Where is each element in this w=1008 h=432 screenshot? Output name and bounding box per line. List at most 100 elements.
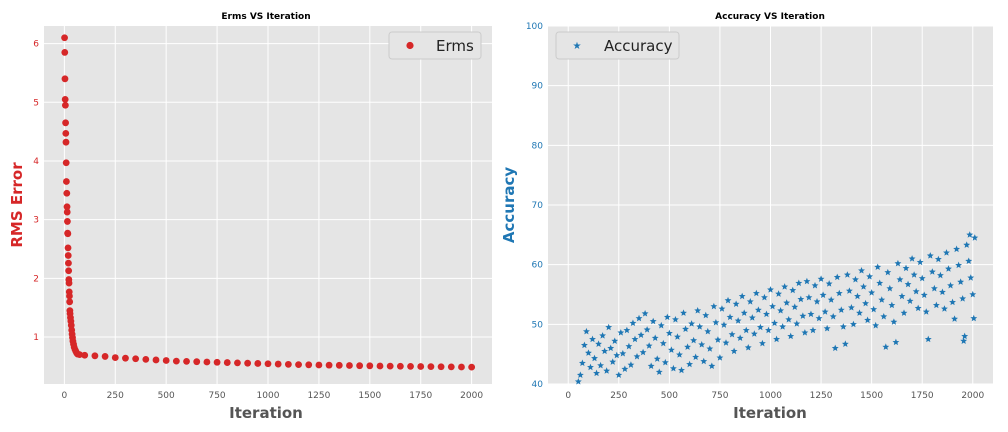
erms-data-point: [468, 363, 476, 371]
accuracy-data-point: [591, 354, 598, 362]
accuracy-y-tick-label: 90: [532, 82, 544, 92]
erms-data-point: [62, 138, 70, 146]
accuracy-data-point: [839, 323, 847, 330]
accuracy-data-point: [615, 371, 623, 378]
accuracy-data-point: [692, 353, 700, 361]
accuracy-data-point: [710, 302, 718, 310]
erms-data-point: [162, 357, 170, 364]
accuracy-data-point: [815, 314, 823, 322]
erms-x-tick-label: 1750: [409, 391, 432, 401]
accuracy-data-point: [847, 304, 855, 311]
accuracy-data-point: [578, 359, 586, 367]
accuracy-data-point: [641, 309, 649, 317]
accuracy-data-point: [613, 351, 621, 359]
accuracy-data-point: [678, 366, 685, 374]
erms-data-point: [335, 361, 343, 369]
accuracy-data-point: [655, 368, 663, 375]
accuracy-data-point: [932, 301, 940, 309]
accuracy-data-point: [793, 320, 801, 327]
accuracy-data-point: [758, 339, 766, 347]
erms-y-tick-label: 2: [33, 274, 39, 284]
accuracy-data-point: [694, 307, 702, 314]
erms-data-point: [111, 354, 119, 361]
erms-data-point: [223, 359, 231, 366]
accuracy-data-point: [858, 267, 865, 274]
erms-data-point: [101, 353, 109, 360]
erms-data-point: [244, 359, 252, 367]
erms-data-point: [63, 189, 71, 197]
erms-data-point: [61, 95, 69, 103]
accuracy-data-point: [696, 323, 704, 330]
accuracy-data-point: [943, 249, 950, 256]
accuracy-y-tick-label: 80: [532, 141, 544, 151]
accuracy-data-point: [765, 326, 772, 334]
accuracy-data-point: [821, 308, 829, 315]
accuracy-legend-marker: ★: [573, 41, 582, 52]
accuracy-y-axis-label: Accuracy: [500, 167, 518, 243]
erms-data-point: [193, 358, 201, 366]
accuracy-data-point: [708, 362, 716, 370]
accuracy-x-tick-label: 750: [711, 391, 728, 401]
erms-x-tick-label: 1500: [358, 391, 381, 401]
accuracy-data-point: [649, 317, 657, 325]
erms-data-point: [427, 363, 435, 371]
erms-data-point: [64, 244, 72, 252]
accuracy-data-point: [866, 273, 874, 280]
accuracy-data-point: [795, 279, 803, 287]
accuracy-data-point: [754, 306, 762, 313]
accuracy-x-tick-label: 2000: [961, 391, 984, 401]
erms-data-point: [458, 363, 465, 371]
erms-legend: Erms: [388, 31, 482, 60]
accuracy-data-point: [813, 298, 821, 305]
erms-data-point: [122, 354, 129, 362]
erms-x-tick-label: 1000: [257, 391, 280, 401]
erms-legend-box: [388, 31, 482, 60]
erms-data-point: [142, 355, 150, 363]
accuracy-data-point: [619, 349, 627, 357]
accuracy-data-point: [965, 257, 973, 264]
erms-data-point: [386, 362, 394, 370]
erms-data-point: [284, 360, 292, 368]
accuracy-data-point: [876, 279, 884, 287]
erms-data-point: [447, 363, 455, 371]
accuracy-data-point: [785, 315, 793, 323]
accuracy-data-point: [657, 321, 665, 329]
accuracy-data-point: [744, 344, 752, 351]
accuracy-data-point: [872, 321, 880, 329]
accuracy-data-point: [939, 288, 946, 296]
accuracy-data-point: [732, 300, 740, 307]
accuracy-data-point: [625, 342, 633, 350]
accuracy-legend-label: Accuracy: [604, 37, 673, 55]
accuracy-data-point: [817, 275, 825, 282]
erms-chart: 0 250 500 750 1000 1250 1500 1750 2000 1 2 3 4 5 6 Erm…: [8, 12, 492, 422]
erms-data-point: [315, 361, 323, 369]
accuracy-data-point: [746, 298, 754, 305]
accuracy-data-point: [665, 329, 673, 337]
accuracy-data-point: [966, 231, 974, 238]
accuracy-data-point: [750, 330, 758, 337]
accuracy-data-point: [752, 289, 760, 297]
accuracy-data-point: [583, 327, 590, 335]
accuracy-data-point: [609, 358, 617, 365]
accuracy-data-point: [767, 286, 774, 293]
accuracy-data-point: [637, 331, 645, 338]
accuracy-data-point: [621, 365, 629, 372]
accuracy-data-point: [587, 363, 594, 371]
erms-data-point: [64, 252, 72, 259]
accuracy-data-point: [716, 354, 724, 361]
accuracy-x-tick-label: 0: [565, 391, 571, 401]
accuracy-data-point: [934, 255, 942, 263]
accuracy-data-point: [829, 312, 837, 320]
accuracy-data-point: [941, 305, 948, 312]
accuracy-data-point: [843, 271, 851, 278]
erms-data-point: [61, 49, 69, 56]
accuracy-data-point: [864, 316, 872, 324]
accuracy-x-tick-label: 250: [610, 391, 627, 401]
accuracy-data-point: [926, 252, 934, 259]
accuracy-data-point: [916, 258, 924, 266]
accuracy-data-point: [957, 278, 965, 285]
accuracy-data-point: [874, 263, 882, 270]
accuracy-data-point: [827, 296, 835, 303]
accuracy-data-point: [912, 287, 920, 295]
accuracy-data-point: [686, 360, 694, 368]
